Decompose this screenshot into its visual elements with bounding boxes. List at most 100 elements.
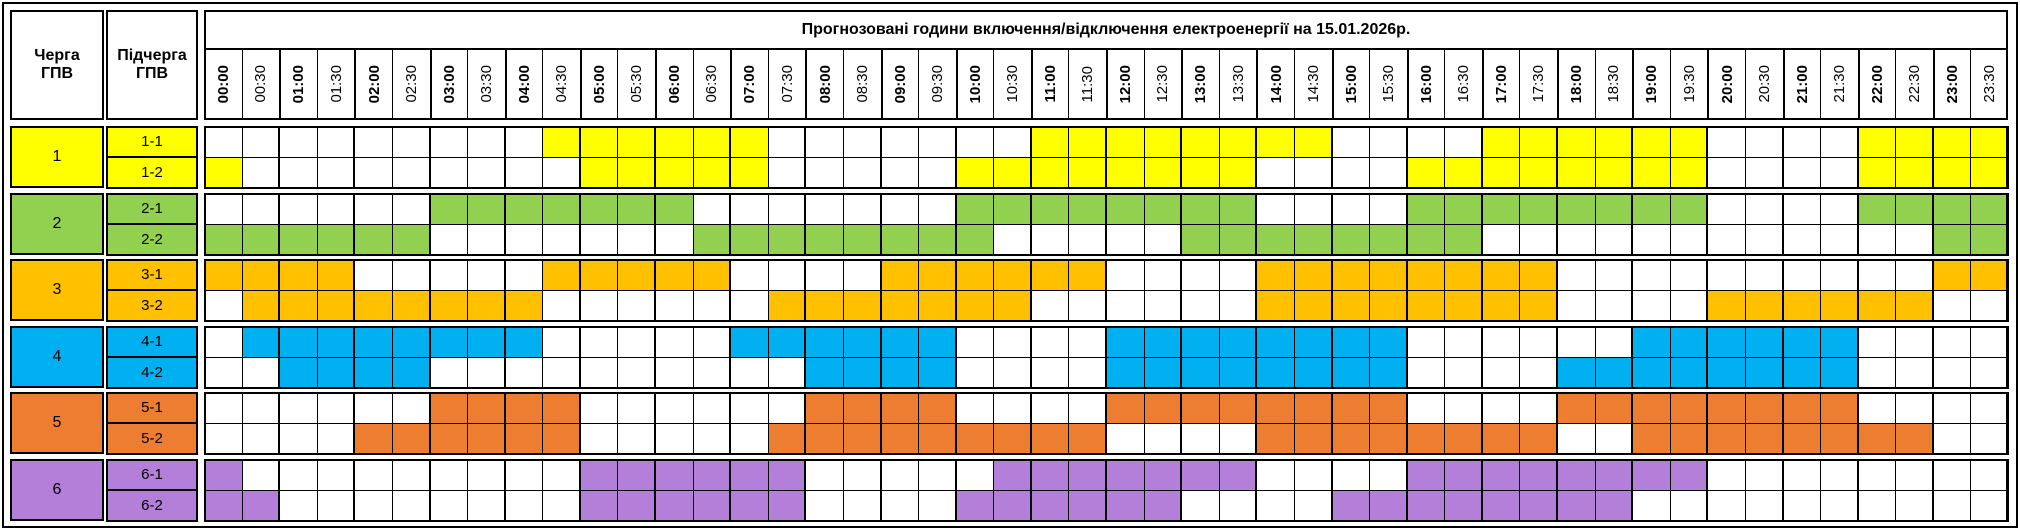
slot-cell <box>1594 223 1634 256</box>
hour-line <box>1631 458 1634 521</box>
slot-cell <box>1857 325 1897 358</box>
slot-cell <box>655 290 694 322</box>
slot-cell <box>1519 223 1558 256</box>
slot-cell <box>918 259 957 291</box>
slot-cell <box>1820 192 1859 225</box>
time-text: 11:30 <box>1079 65 1097 103</box>
subqueue-frame <box>106 126 198 189</box>
time-label: 00:00 <box>204 48 242 120</box>
time-text: 07:00 <box>741 64 759 104</box>
hour-line <box>503 325 506 388</box>
slot-cell <box>1444 356 1483 389</box>
hour-line <box>428 392 431 454</box>
time-text: 19:00 <box>1643 64 1661 104</box>
slot-cell <box>1143 157 1183 189</box>
hour-line <box>578 192 581 255</box>
slot-cell <box>1932 192 1972 225</box>
time-text: 22:00 <box>1868 64 1886 104</box>
hour-line <box>1856 325 1859 388</box>
slot-cell <box>1406 192 1446 225</box>
slot-cell <box>692 458 732 491</box>
slot-cell <box>316 489 356 522</box>
hour-line <box>278 325 281 388</box>
slot-cell <box>1181 356 1220 389</box>
hour-line <box>1480 126 1483 188</box>
slot-cell <box>1632 423 1671 455</box>
hour-line <box>503 259 506 321</box>
time-label: 21:00 <box>1782 48 1821 120</box>
hour-line <box>729 458 732 521</box>
subqueue-frame <box>106 192 198 256</box>
hour-line <box>654 192 656 255</box>
slot-cell <box>1857 392 1897 424</box>
slot-cell <box>918 192 957 225</box>
hour-line <box>1180 325 1183 388</box>
hour-line <box>654 325 656 388</box>
subqueue-label: 4-1 <box>106 325 198 357</box>
hour-line <box>654 126 656 188</box>
slot-cell <box>1293 157 1333 189</box>
time-label: 02:00 <box>354 48 392 120</box>
hour-line <box>879 325 882 388</box>
time-text: 16:30 <box>1455 65 1473 103</box>
time-label: 06:00 <box>655 48 693 120</box>
time-label: 20:00 <box>1707 48 1745 120</box>
time-label: 11:30 <box>1068 48 1106 120</box>
hour-line <box>1781 325 1784 388</box>
hour-line <box>1105 458 1107 521</box>
hour-line <box>879 458 882 521</box>
hour-line <box>804 259 807 321</box>
slot-cell <box>692 392 732 424</box>
slot-cell <box>1256 423 1295 455</box>
slot-cell <box>1594 290 1634 322</box>
slot-cell <box>1895 157 1934 189</box>
time-label: 00:30 <box>241 48 280 120</box>
slot-cell <box>1970 325 2009 358</box>
slot-cell <box>504 489 544 522</box>
slot-cell <box>391 392 431 424</box>
time-text: 03:30 <box>477 65 495 103</box>
slot-cell <box>316 223 356 256</box>
time-label: 15:00 <box>1331 48 1370 120</box>
hour-line <box>1931 192 1934 255</box>
slot-cell <box>1181 126 1220 158</box>
slot-cell <box>1331 458 1371 491</box>
slot-cell <box>241 356 281 389</box>
slot-cell <box>391 356 431 389</box>
slot-cell <box>1669 223 1709 256</box>
slot-cell <box>241 290 281 322</box>
hour-line <box>578 259 581 321</box>
hour-line <box>1180 259 1183 321</box>
time-label: 23:00 <box>1932 48 1971 120</box>
slot-cell <box>1519 392 1558 424</box>
time-label: 19:00 <box>1632 48 1670 120</box>
hour-line <box>654 259 656 321</box>
time-label: 12:00 <box>1106 48 1144 120</box>
slot-cell <box>1293 489 1333 522</box>
slot-cell <box>842 126 882 158</box>
hour-line <box>1480 392 1483 454</box>
hour-line <box>729 126 732 188</box>
slot-cell <box>1256 157 1295 189</box>
slot-cell <box>204 356 243 389</box>
slot-cell <box>1218 259 1258 291</box>
time-label: 10:00 <box>955 48 994 120</box>
hour-line <box>1029 392 1032 454</box>
queue-label: 4 <box>10 325 104 388</box>
time-text: 09:00 <box>891 64 909 104</box>
slot-cell <box>1218 290 1258 322</box>
slot-cell <box>1143 126 1183 158</box>
time-label: 04:30 <box>542 48 580 120</box>
time-text: 05:00 <box>591 64 609 104</box>
hour-line <box>1631 325 1634 388</box>
time-text: 20:30 <box>1755 65 1773 103</box>
hour-line <box>654 392 656 454</box>
time-label: 12:30 <box>1143 48 1182 120</box>
slot-cell <box>1369 223 1408 256</box>
hour-line <box>278 458 281 521</box>
slot-cell <box>1594 356 1634 389</box>
hour-line <box>954 192 957 255</box>
hour-line <box>1255 259 1258 321</box>
hour-line <box>1330 325 1333 388</box>
